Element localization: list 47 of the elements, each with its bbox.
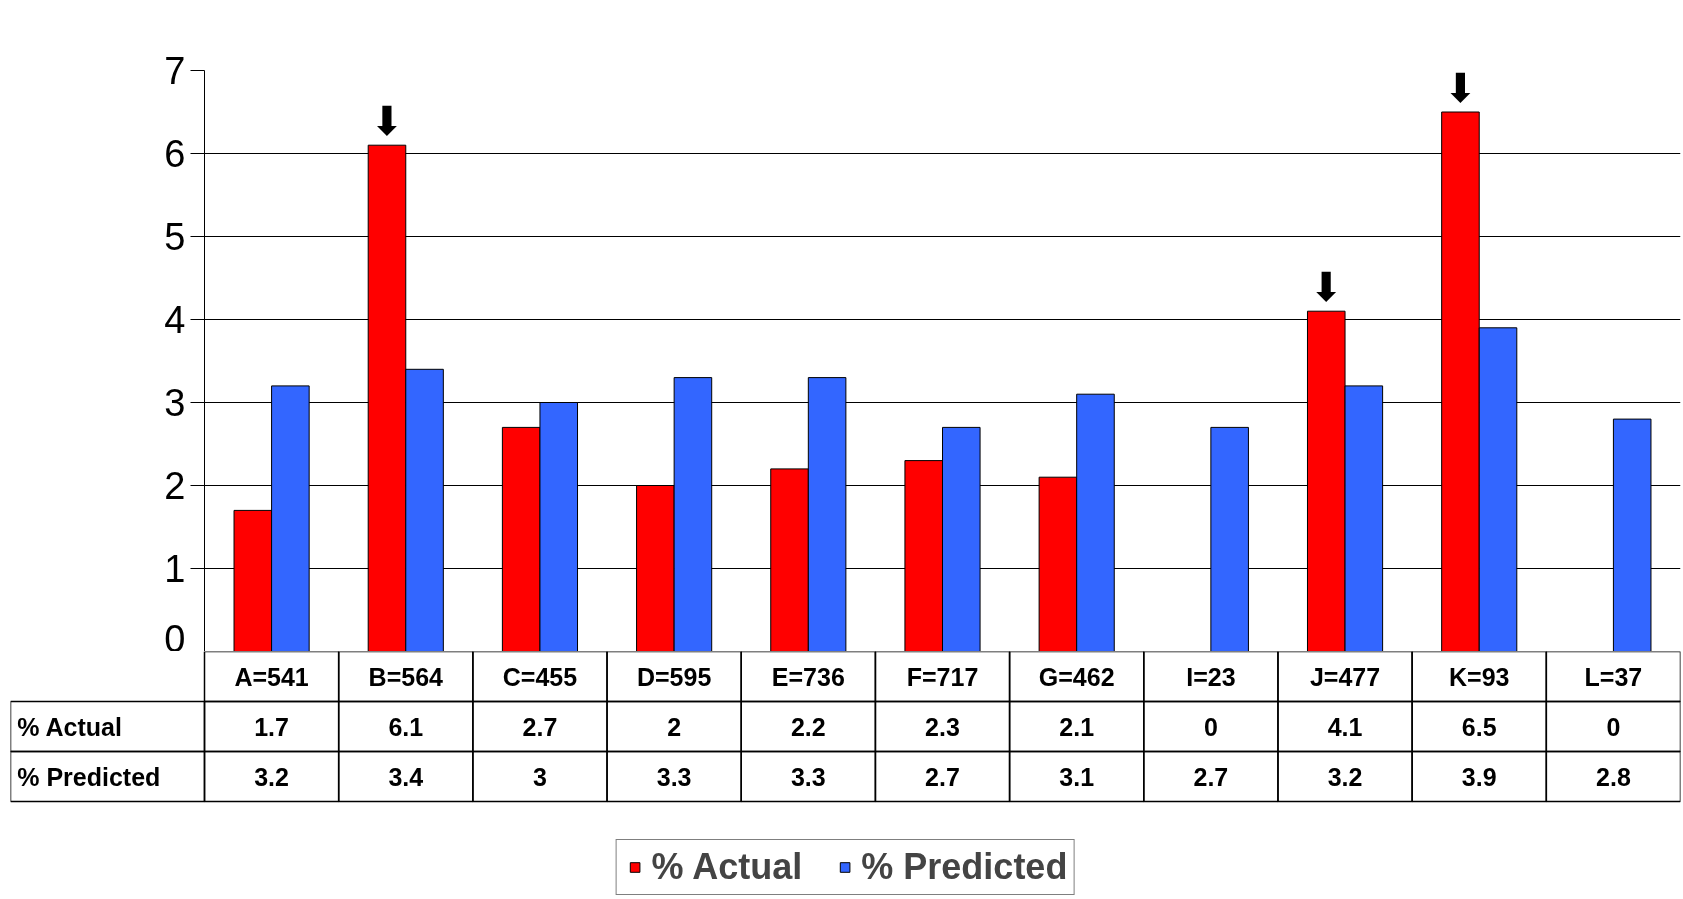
x-tick-label: F=717 [906, 662, 979, 691]
y-tick-label: 4 [164, 299, 186, 341]
data-label: 3 [533, 762, 547, 791]
legend-label: % Predicted [861, 846, 1068, 888]
data-label: 1.7 [254, 712, 289, 741]
y-tick-label: 6 [164, 133, 186, 175]
annotation: ⬇ [370, 98, 404, 145]
data-label: 2.8 [1596, 762, 1631, 791]
y-tick-label: 3 [164, 382, 186, 424]
data-label: 3.4 [388, 762, 424, 791]
x-tick-label: B=564 [368, 662, 444, 691]
text: % Actual [17, 712, 122, 741]
x-tick-label: L=37 [1584, 662, 1643, 691]
data-label: 3.3 [656, 762, 692, 791]
data-label: 0 [1606, 712, 1621, 741]
x-tick-label: K=93 [1449, 662, 1510, 691]
data-label: 2 [667, 712, 682, 741]
data-label: 2.3 [925, 712, 960, 741]
x-tick-label: A=541 [234, 662, 309, 691]
x-tick-label: J=477 [1309, 662, 1381, 691]
y-tick-label: 1 [164, 548, 186, 590]
y-tick-label: 5 [164, 216, 186, 258]
data-label: 2.7 [1193, 762, 1229, 791]
data-label: 6.5 [1461, 712, 1497, 741]
data-label: 2.7 [522, 712, 558, 741]
data-label: 3.2 [254, 762, 289, 791]
x-tick-label: G=462 [1038, 662, 1115, 691]
x-tick-label: C=455 [502, 662, 578, 691]
y-tick-label: 7 [164, 50, 186, 92]
data-label: 3.1 [1059, 762, 1095, 791]
annotation: ⬇ [1309, 264, 1344, 311]
data-label: 3.3 [790, 762, 826, 791]
y-tick-label: 2 [164, 465, 186, 507]
x-tick-label: I=23 [1186, 662, 1236, 691]
data-label: 3.2 [1327, 762, 1363, 791]
legend-label: % Actual [651, 846, 803, 888]
data-label: 2.7 [925, 762, 960, 791]
data-label: 0 [1203, 712, 1218, 741]
text: % Predicted [17, 762, 161, 791]
x-tick-label: D=595 [636, 662, 712, 691]
data-label: 6.1 [388, 712, 424, 741]
data-label: 4.1 [1327, 712, 1363, 741]
data-label: 3.9 [1461, 762, 1497, 791]
annotation: ⬇ [1443, 65, 1478, 111]
data-label: 2.1 [1059, 712, 1095, 741]
data-label: 2.2 [790, 712, 826, 741]
x-tick-label: E=736 [771, 662, 845, 691]
